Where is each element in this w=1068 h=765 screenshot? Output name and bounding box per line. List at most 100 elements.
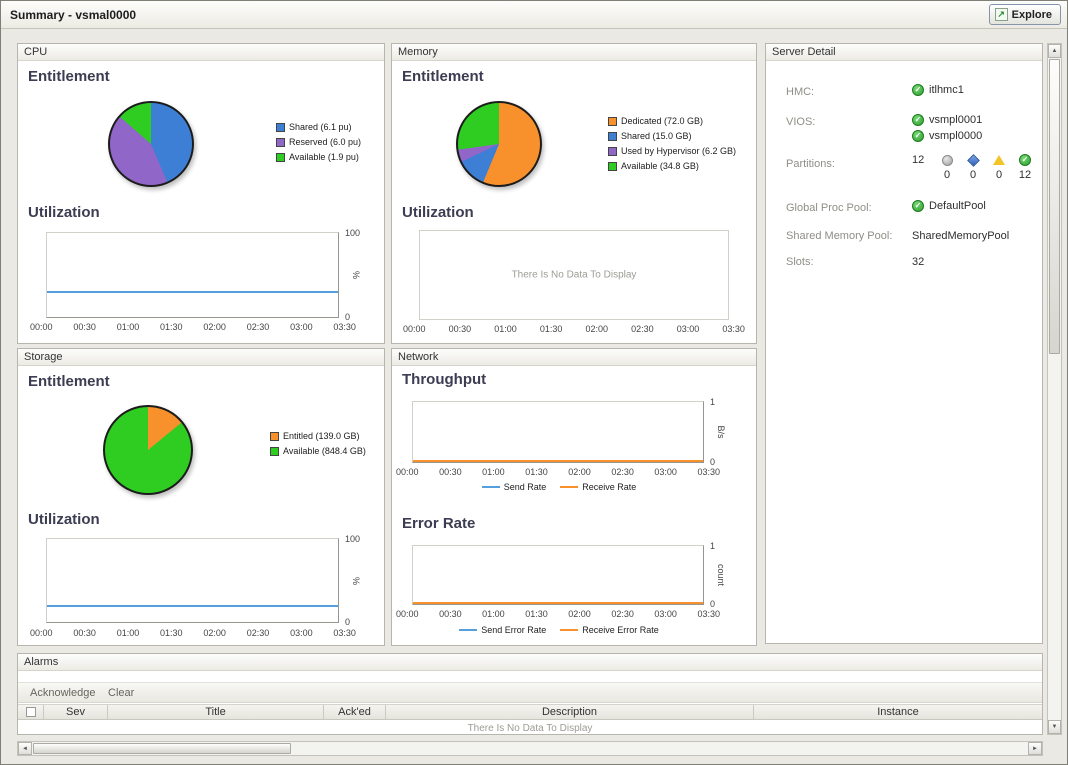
- scroll-up-arrow[interactable]: ▲: [1048, 44, 1061, 58]
- cpu-utilization-x-axis: 00:00 00:30 01:00 01:30 02:00 02:30 03:00 03:30: [30, 322, 356, 332]
- legend-swatch: [270, 446, 279, 456]
- title-bar: Summary - vsmal0000 Explore: [1, 1, 1067, 29]
- throughput-y-axis: 1 B/s 0: [707, 397, 733, 467]
- unknown-status-icon: [941, 154, 953, 166]
- info-status-icon: [966, 153, 980, 167]
- warning-status-icon: [993, 155, 1005, 165]
- error-rate-heading: Error Rate: [402, 515, 476, 532]
- alarms-no-data-message: There Is No Data To Display: [467, 723, 593, 734]
- legend-label: Available (34.8 GB): [621, 161, 699, 171]
- legend-item: Used by Hypervisor (6.2 GB): [608, 146, 736, 156]
- x-tick-label: 02:30: [611, 467, 634, 477]
- explore-button-label: Explore: [1011, 8, 1052, 21]
- storage-utilization-y-axis: 100 % 0: [342, 534, 368, 627]
- storage-entitlement-pie-chart[interactable]: [103, 405, 193, 495]
- ok-status-icon: [912, 114, 924, 126]
- slots-label: Slots:: [786, 256, 814, 268]
- legend-label: Dedicated (72.0 GB): [621, 116, 704, 126]
- alarms-toolbar: Acknowledge Clear: [18, 682, 1042, 703]
- vertical-scrollbar-thumb[interactable]: [1049, 59, 1060, 354]
- acknowledge-button[interactable]: Acknowledge: [30, 687, 96, 699]
- legend-label: Reserved (6.0 pu): [289, 137, 362, 147]
- x-tick-label: 00:00: [30, 322, 53, 332]
- x-tick-label: 00:00: [396, 467, 419, 477]
- scroll-right-arrow[interactable]: ►: [1028, 742, 1042, 755]
- cpu-utilization-y-axis: 100 % 0: [342, 228, 368, 322]
- cpu-utilization-chart[interactable]: [46, 232, 339, 318]
- memory-entitlement-pie-chart[interactable]: [456, 101, 542, 187]
- legend-swatch: [270, 431, 279, 441]
- legend-item: Shared (15.0 GB): [608, 131, 736, 141]
- explore-icon: [994, 8, 1008, 21]
- cpu-entitlement-pie-chart[interactable]: [108, 101, 194, 187]
- error-rate-x-axis: 00:00 00:30 01:00 01:30 02:00 02:30 03:00 03:30: [396, 609, 720, 619]
- memory-utilization-chart[interactable]: There Is No Data To Display: [419, 230, 729, 320]
- horizontal-scrollbar-thumb[interactable]: [33, 743, 291, 754]
- error-rate-legend: Send Error Rate Receive Error Rate: [392, 625, 726, 635]
- scroll-left-arrow[interactable]: ◄: [18, 742, 32, 755]
- slots-value: 32: [912, 256, 925, 268]
- throughput-chart[interactable]: [412, 401, 704, 463]
- error-rate-y-axis: 1 count 0: [707, 541, 733, 609]
- x-tick-label: 02:30: [246, 628, 270, 638]
- partitions-label: Partitions:: [786, 158, 835, 170]
- y-axis-max-label: 100: [345, 534, 361, 544]
- memory-panel: Memory Entitlement Dedicated (72.0 GB) Sh…: [391, 43, 757, 344]
- y-axis-unit-label: count: [716, 563, 726, 587]
- series-line: [47, 605, 338, 608]
- x-tick-label: 00:30: [439, 467, 462, 477]
- explore-button[interactable]: Explore: [988, 4, 1061, 25]
- global-proc-pool-label: Global Proc Pool:: [786, 202, 872, 214]
- legend-item: Available (34.8 GB): [608, 161, 736, 171]
- legend-label: Receive Rate: [582, 482, 637, 492]
- alarms-table-header: Sev Title Ack'ed Description Instance: [18, 704, 1042, 720]
- x-tick-label: 03:30: [697, 467, 720, 477]
- y-axis-min-label: 0: [345, 312, 351, 322]
- legend-swatch: [276, 137, 285, 147]
- storage-utilization-chart[interactable]: [46, 538, 339, 623]
- legend-label: Send Rate: [503, 482, 547, 492]
- shared-memory-pool-label: Shared Memory Pool:: [786, 230, 893, 242]
- x-tick-label: 00:30: [73, 628, 96, 638]
- x-tick-label: 01:30: [539, 324, 563, 334]
- x-tick-label: 03:30: [333, 628, 356, 638]
- global-proc-pool-value: DefaultPool: [912, 200, 986, 212]
- legend-swatch: [276, 152, 285, 162]
- x-tick-label: 03:30: [697, 609, 720, 619]
- legend-item: Receive Error Rate: [560, 625, 659, 635]
- vios-value-1: vsmpl0001: [912, 114, 982, 126]
- x-tick-label: 01:00: [482, 467, 505, 477]
- x-tick-label: 01:00: [116, 628, 140, 638]
- x-tick-label: 03:00: [654, 467, 677, 477]
- x-tick-label: 01:30: [160, 628, 183, 638]
- column-header-acked[interactable]: Ack'ed: [324, 705, 386, 719]
- x-tick-label: 01:30: [525, 467, 548, 477]
- vertical-scrollbar[interactable]: ▲ ▼: [1047, 43, 1062, 735]
- legend-swatch: [608, 131, 617, 141]
- memory-panel-header: Memory: [392, 44, 756, 61]
- column-header-instance[interactable]: Instance: [877, 706, 919, 718]
- column-header-sev[interactable]: Sev: [44, 705, 108, 719]
- legend-item: Entitled (139.0 GB): [270, 431, 366, 441]
- cpu-entitlement-heading: Entitlement: [28, 68, 110, 85]
- horizontal-scrollbar[interactable]: ◄ ►: [17, 741, 1043, 756]
- column-header-title[interactable]: Title: [108, 705, 324, 719]
- legend-label: Entitled (139.0 GB): [283, 431, 360, 441]
- memory-utilization-heading: Utilization: [402, 204, 474, 221]
- column-header-description[interactable]: Description: [386, 705, 754, 719]
- y-axis-unit-label: %: [351, 576, 361, 585]
- memory-entitlement-heading: Entitlement: [402, 68, 484, 85]
- legend-label: Send Error Rate: [481, 625, 547, 635]
- cpu-panel-header: CPU: [18, 44, 384, 61]
- unknown-partition-count: 0: [943, 169, 951, 181]
- alarms-panel-header: Alarms: [18, 654, 1042, 671]
- memory-entitlement-legend: Dedicated (72.0 GB) Shared (15.0 GB) Used …: [608, 116, 736, 171]
- shared-memory-pool-value: SharedMemoryPool: [912, 230, 1010, 242]
- clear-button[interactable]: Clear: [108, 687, 135, 699]
- scroll-down-arrow[interactable]: ▼: [1048, 720, 1061, 734]
- select-all-checkbox[interactable]: [25, 707, 36, 717]
- x-tick-label: 03:00: [290, 322, 313, 332]
- server-detail-panel-header: Server Detail: [766, 44, 1042, 61]
- x-tick-label: 02:30: [611, 609, 634, 619]
- error-rate-chart[interactable]: [412, 545, 704, 605]
